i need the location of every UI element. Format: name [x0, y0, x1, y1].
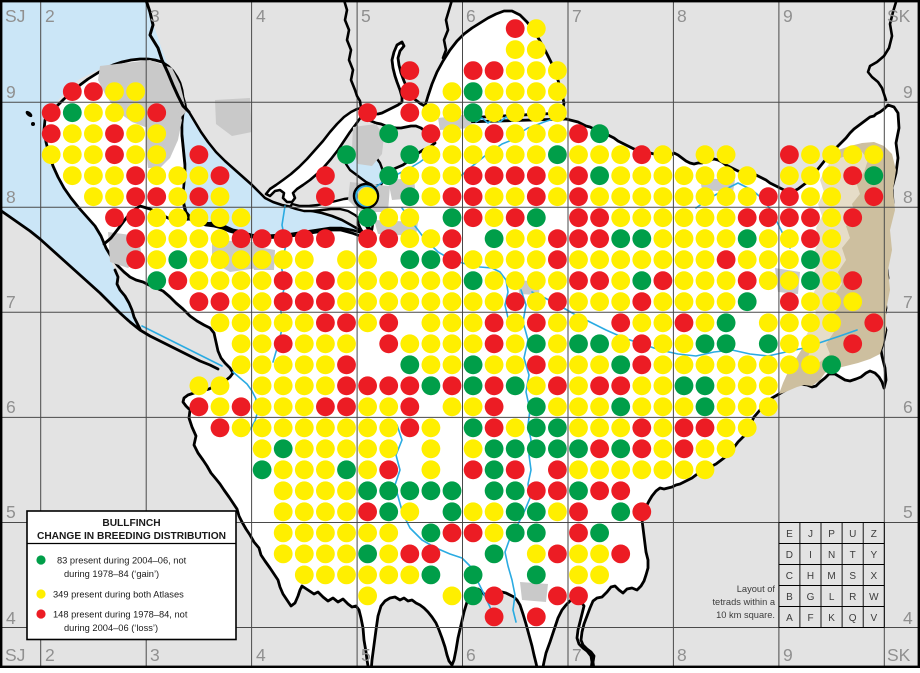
svg-text:5: 5 — [361, 6, 371, 26]
svg-text:9: 9 — [783, 6, 793, 26]
svg-text:6: 6 — [6, 397, 16, 417]
svg-text:Z: Z — [871, 529, 877, 540]
svg-text:Layout of: Layout of — [737, 584, 776, 594]
svg-text:6: 6 — [466, 645, 476, 665]
svg-text:148 present during 1978–84, no: 148 present during 1978–84, not — [53, 610, 188, 620]
svg-text:Q: Q — [849, 613, 857, 624]
svg-text:8: 8 — [6, 187, 16, 207]
svg-text:A: A — [786, 613, 793, 624]
svg-text:during 1978–84 (‘gain’): during 1978–84 (‘gain’) — [64, 569, 159, 579]
svg-text:7: 7 — [572, 6, 582, 26]
svg-text:10 km square.: 10 km square. — [716, 610, 775, 620]
svg-text:L: L — [829, 592, 835, 603]
svg-text:2: 2 — [45, 645, 55, 665]
svg-text:tetrads within a: tetrads within a — [712, 597, 775, 607]
svg-text:T: T — [850, 550, 856, 561]
svg-text:M: M — [827, 571, 835, 582]
svg-text:SK: SK — [887, 645, 911, 665]
svg-text:I: I — [809, 550, 812, 561]
svg-text:F: F — [807, 613, 813, 624]
svg-text:4: 4 — [903, 608, 913, 628]
svg-text:6: 6 — [903, 397, 913, 417]
svg-text:W: W — [869, 592, 879, 603]
svg-text:9: 9 — [903, 82, 913, 102]
svg-text:4: 4 — [256, 645, 266, 665]
svg-text:8: 8 — [903, 187, 913, 207]
svg-text:D: D — [786, 550, 793, 561]
svg-text:J: J — [808, 529, 813, 540]
svg-text:SJ: SJ — [5, 6, 25, 26]
svg-text:6: 6 — [466, 6, 476, 26]
svg-text:7: 7 — [903, 292, 913, 312]
svg-text:R: R — [849, 592, 856, 603]
svg-text:9: 9 — [6, 82, 16, 102]
svg-text:BULLFINCH: BULLFINCH — [102, 518, 160, 529]
svg-text:C: C — [786, 571, 793, 582]
svg-text:SK: SK — [887, 6, 911, 26]
svg-text:P: P — [828, 529, 835, 540]
svg-text:X: X — [870, 571, 877, 582]
svg-text:4: 4 — [6, 608, 16, 628]
svg-text:3: 3 — [150, 6, 160, 26]
svg-text:83 present during 2004–06, not: 83 present during 2004–06, not — [57, 556, 187, 566]
svg-text:U: U — [849, 529, 856, 540]
svg-text:3: 3 — [150, 645, 160, 665]
svg-text:N: N — [828, 550, 835, 561]
svg-text:4: 4 — [256, 6, 266, 26]
svg-text:S: S — [849, 571, 856, 582]
svg-text:SJ: SJ — [5, 645, 25, 665]
svg-text:7: 7 — [6, 292, 16, 312]
svg-text:2: 2 — [45, 6, 55, 26]
svg-text:E: E — [786, 529, 793, 540]
svg-text:5: 5 — [6, 502, 16, 522]
svg-text:CHANGE IN BREEDING DISTRIBUTIO: CHANGE IN BREEDING DISTRIBUTION — [37, 531, 226, 542]
svg-text:5: 5 — [903, 502, 913, 522]
svg-text:8: 8 — [677, 645, 687, 665]
svg-text:7: 7 — [572, 645, 582, 665]
svg-text:K: K — [828, 613, 835, 624]
svg-text:V: V — [870, 613, 877, 624]
svg-text:8: 8 — [677, 6, 687, 26]
svg-text:5: 5 — [361, 645, 371, 665]
svg-text:B: B — [786, 592, 793, 603]
svg-text:9: 9 — [783, 645, 793, 665]
svg-text:G: G — [807, 592, 815, 603]
svg-text:349 present during both Atlase: 349 present during both Atlases — [53, 590, 184, 600]
svg-text:H: H — [807, 571, 814, 582]
svg-text:Y: Y — [870, 550, 877, 561]
svg-text:during 2004–06 (‘loss’): during 2004–06 (‘loss’) — [64, 623, 158, 633]
